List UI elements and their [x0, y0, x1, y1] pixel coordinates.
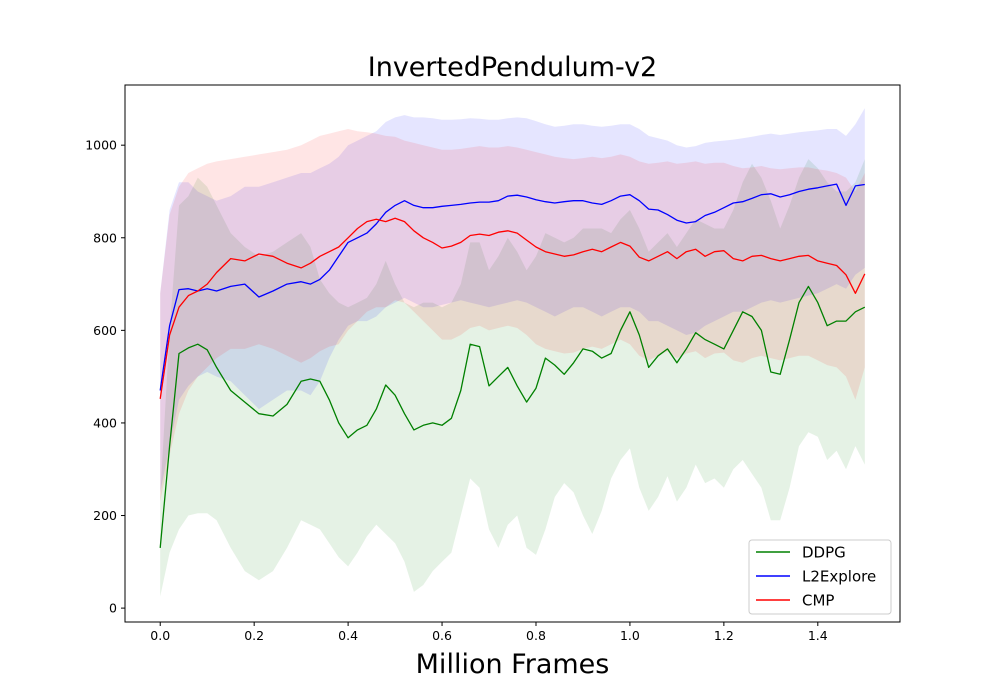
- legend-box: [748, 539, 892, 615]
- series-lines: [159, 183, 866, 548]
- y-tick-label: 0: [109, 601, 117, 616]
- legend-label-l2explore: L2Explore: [802, 568, 876, 586]
- y-tick-label: 400: [93, 415, 117, 430]
- legend: DDPG L2Explore CMP: [748, 539, 892, 615]
- x-tick-label: 0.6: [432, 628, 452, 643]
- x-axis: 0.0 0.2 0.4 0.6 0.8 1.0 1.2 1.4: [150, 622, 828, 643]
- x-tick-label: 1.2: [714, 628, 734, 643]
- x-tick-label: 0.8: [526, 628, 546, 643]
- x-tick-label: 1.4: [808, 628, 828, 643]
- x-tick-label: 0.0: [150, 628, 170, 643]
- x-tick-label: 0.4: [338, 628, 358, 643]
- y-tick-label: 200: [93, 508, 117, 523]
- chart-title: InvertedPendulum-v2: [368, 52, 658, 83]
- band-l2explore: [160, 108, 865, 493]
- y-tick-label: 800: [93, 230, 117, 245]
- y-tick-label: 600: [93, 323, 117, 338]
- line-l2explore: [159, 183, 865, 391]
- legend-label-cmp: CMP: [802, 592, 834, 610]
- x-axis-label: Million Frames: [416, 649, 610, 680]
- legend-label-ddpg: DDPG: [802, 544, 846, 562]
- x-tick-label: 1.0: [620, 628, 640, 643]
- line-cmp: [159, 217, 866, 399]
- x-tick-label: 0.2: [244, 628, 264, 643]
- plot-area: [124, 84, 901, 623]
- axes-frame: [124, 84, 901, 623]
- y-tick-label: 1000: [85, 138, 117, 153]
- y-axis: 0 200 400 600 800 1000: [85, 138, 125, 616]
- line-ddpg: [159, 285, 866, 548]
